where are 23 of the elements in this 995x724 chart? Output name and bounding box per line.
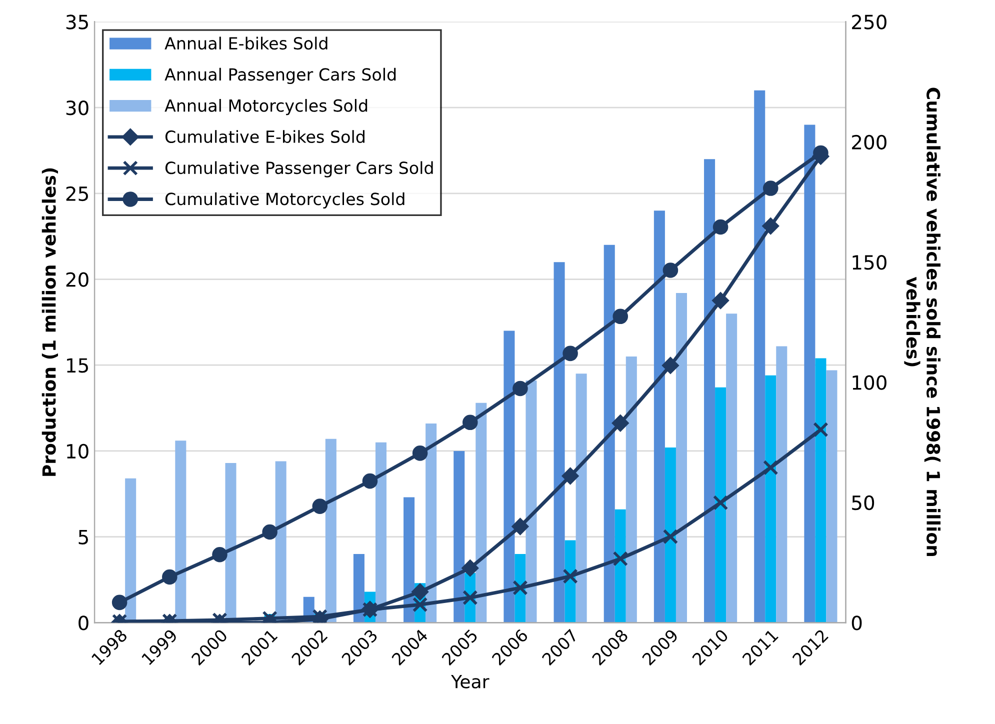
y2-tick-label: 0: [852, 616, 862, 630]
y2-tick-label: 250: [852, 14, 886, 30]
y-tick-label: 10: [67, 444, 88, 459]
y2-tick-label: 200: [852, 134, 886, 150]
y-tick-label: 20: [66, 272, 88, 287]
y-tick-label: 35: [66, 14, 88, 30]
legend-label: Cumulative E-bikes Sold: [165, 130, 364, 144]
y2-tick-label: 100: [852, 375, 886, 390]
y-tick-label: 30: [66, 100, 88, 116]
y2-tick-label: 50: [852, 495, 874, 510]
y-axis-title: Production (1 million vehicles): [42, 168, 58, 476]
y2-axis-title: Cumulative vehicles sold since 1998( 1 million vehicles): [904, 88, 941, 556]
legend-label: Annual E-bikes Sold: [164, 36, 328, 50]
y-tick-label: 15: [67, 358, 88, 373]
legend-label: Annual Motorcycles Sold: [164, 98, 368, 116]
legend-label: Cumulative Passenger Cars Sold: [165, 161, 433, 178]
y-tick-label: 0: [78, 616, 88, 630]
y2-tick-label: 150: [852, 255, 886, 270]
legend-label: Cumulative Motorcycles Sold: [165, 192, 404, 208]
x-axis-title: Year: [450, 675, 490, 688]
y-tick-label: 5: [78, 530, 88, 544]
legend-label: Annual Passenger Cars Sold: [164, 68, 396, 84]
y-tick-label: 25: [66, 186, 88, 202]
